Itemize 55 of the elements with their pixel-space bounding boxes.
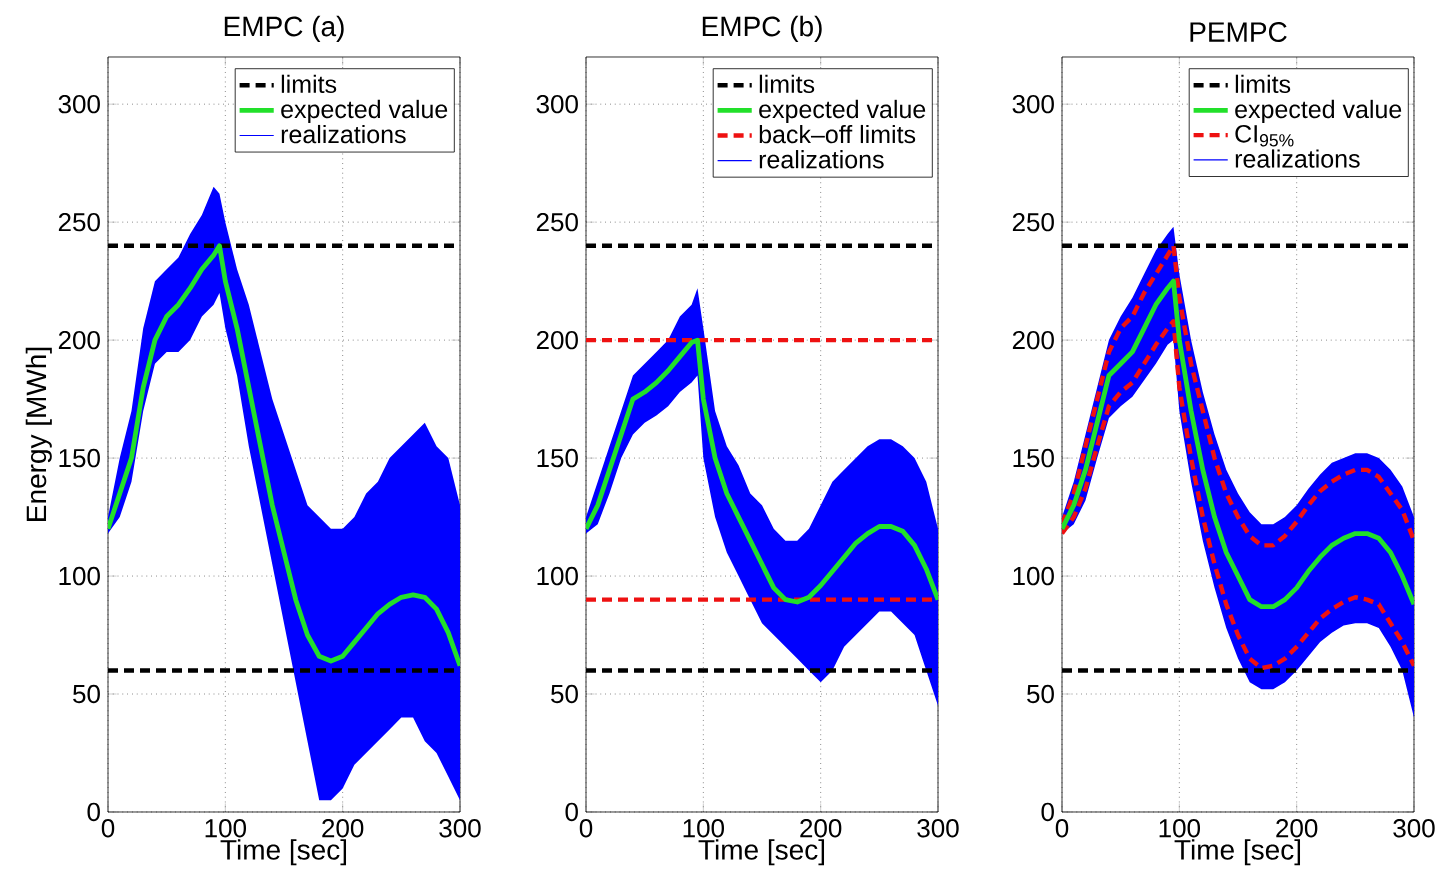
line-series (1062, 278, 1414, 610)
x-tick-label: 0 (101, 819, 115, 838)
line-series (1062, 319, 1414, 671)
y-tick-label: 250 (1012, 212, 1054, 232)
legend-label: limits (281, 74, 337, 94)
y-tick-label: 300 (536, 94, 578, 114)
legend-label: back–off limits (759, 124, 916, 144)
y-tick-label: 100 (537, 566, 578, 586)
y-axis-title: Energy [MWh] (25, 347, 52, 521)
y-tick-label: 250 (536, 212, 578, 232)
y-tick-label: 200 (536, 330, 578, 350)
line-series (1062, 243, 1414, 548)
legend-label: realizations (281, 124, 406, 144)
y-tick-label: 150 (537, 448, 578, 468)
y-tick-label: 0 (87, 802, 100, 822)
y-tick-label: 100 (59, 566, 100, 586)
y-tick-label: 200 (1012, 330, 1054, 350)
chart-title: EMPC (b) (702, 15, 822, 42)
legend-label: expected value (1235, 99, 1402, 124)
y-tick-label: 150 (1013, 448, 1054, 468)
x-tick-label: 300 (439, 819, 481, 838)
y-tick-label: 0 (565, 802, 578, 822)
legend-label: expected value (281, 99, 448, 124)
line-series (108, 243, 460, 669)
legend-label: limits (759, 74, 815, 94)
x-tick-label: 300 (917, 819, 959, 838)
y-tick-label: 300 (58, 94, 100, 114)
x-axis-title: Time [sec] (698, 839, 825, 866)
chart-title: EMPC (a) (224, 15, 344, 42)
x-tick-label: 100 (205, 819, 247, 838)
x-axis-title: Time [sec] (1174, 839, 1301, 866)
x-tick-label: 200 (322, 819, 364, 838)
y-tick-label: 100 (1013, 566, 1054, 586)
y-tick-label: 300 (1012, 94, 1054, 114)
legend-label: realizations (1235, 149, 1360, 168)
legend-label: limits (1235, 74, 1291, 94)
x-tick-label: 100 (683, 819, 725, 838)
legend-label: realizations (759, 150, 884, 169)
y-tick-label: 150 (59, 448, 100, 468)
y-tick-label: 0 (1041, 802, 1054, 822)
x-tick-label: 0 (1055, 819, 1069, 838)
x-tick-label: 300 (1393, 819, 1435, 838)
y-tick-label: 50 (551, 684, 578, 704)
legend-label: expected value (759, 99, 926, 124)
y-tick-label: 50 (73, 684, 100, 704)
x-tick-label: 0 (579, 819, 593, 838)
legend-label: CI$_{95%}$ (1235, 124, 1294, 147)
y-tick-label: 50 (1027, 684, 1054, 704)
y-tick-label: 250 (58, 212, 100, 232)
x-tick-label: 100 (1159, 819, 1201, 838)
y-tick-label: 200 (58, 330, 100, 350)
chart-title: PEMPC (1190, 22, 1287, 42)
x-tick-label: 200 (1276, 819, 1318, 838)
x-axis-title: Time [sec] (220, 839, 347, 866)
x-tick-label: 200 (800, 819, 842, 838)
